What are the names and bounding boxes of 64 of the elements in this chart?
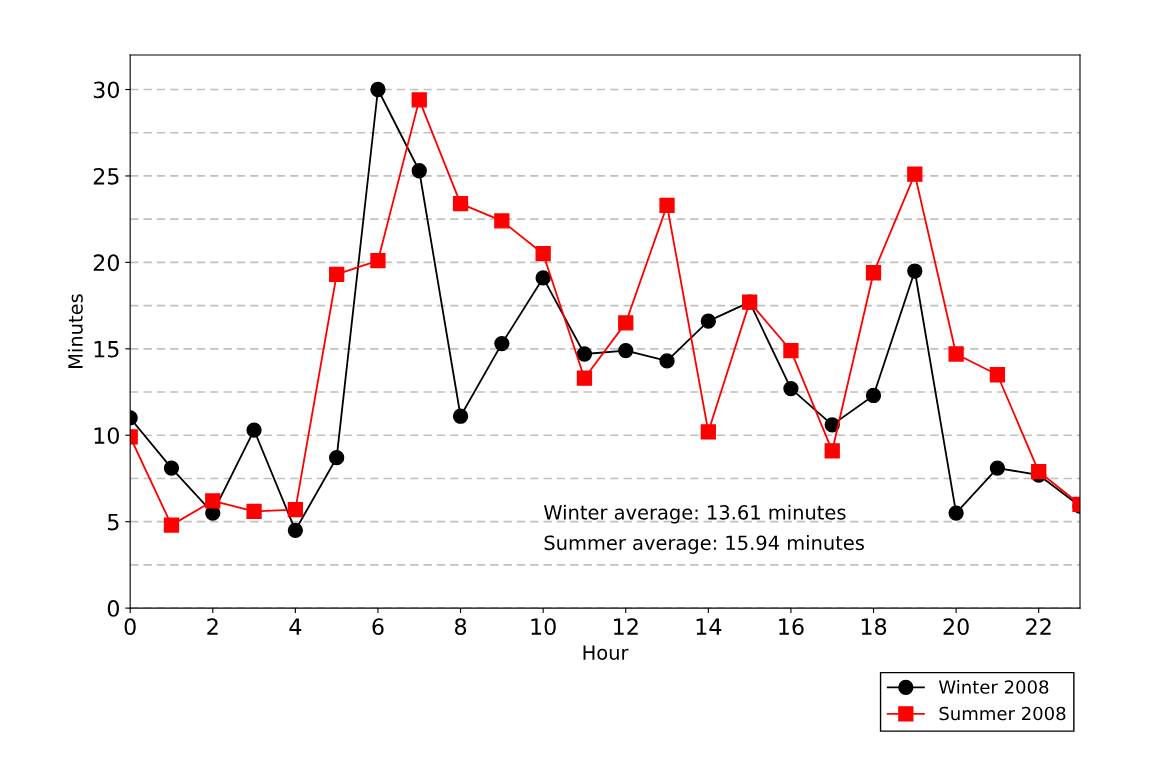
point (700, 424, 716, 440)
point (452, 408, 469, 424)
x-tick-label: 8 (454, 618, 467, 636)
annotation: Summer average: 15.94 minutes (544, 535, 864, 554)
y-tick-label: 0 (107, 600, 119, 617)
point (329, 450, 345, 466)
point (659, 197, 675, 213)
point (535, 246, 551, 262)
x-tick-label: 12 (614, 618, 638, 635)
y-tick-label: 15 (94, 341, 119, 358)
point (494, 213, 510, 229)
point (824, 443, 840, 459)
x-tick-label: 20 (943, 618, 969, 636)
x-tick-label: 10 (531, 618, 556, 636)
point (246, 503, 262, 519)
x-tick-label: 18 (861, 618, 887, 636)
annotation: Winter average: 13.61 minutes (544, 504, 846, 524)
point (576, 370, 593, 386)
x-tick-label: 2 (207, 618, 218, 635)
point (287, 501, 304, 518)
point (370, 253, 386, 269)
x-tick-label: 4 (289, 618, 302, 635)
point (907, 263, 923, 279)
point (329, 266, 345, 283)
y-tick-label: 20 (93, 254, 119, 272)
x-tick-label: 0 (124, 618, 136, 636)
point (163, 517, 180, 533)
point (576, 346, 593, 362)
point (948, 346, 964, 362)
x-tick-label: 22 (1026, 618, 1051, 635)
point (246, 422, 262, 438)
point (659, 353, 675, 369)
point (1031, 463, 1047, 480)
x-axis-title: Hour (583, 645, 629, 660)
point (783, 342, 799, 359)
point (618, 315, 634, 331)
y-tick-label: 10 (94, 427, 119, 444)
point (411, 163, 427, 179)
point (370, 81, 386, 98)
point (494, 335, 510, 352)
x-tick-label: 6 (372, 618, 384, 636)
point (287, 522, 304, 538)
x-tick-label: 14 (696, 618, 722, 635)
point (865, 265, 882, 281)
x-tick-label: 16 (779, 618, 804, 636)
y-axis-title: Minutes (67, 294, 83, 368)
point (535, 270, 551, 286)
point (783, 380, 799, 397)
y-tick-label: 5 (108, 513, 119, 531)
point (618, 342, 634, 359)
point (163, 460, 180, 476)
point (700, 313, 716, 329)
point (989, 460, 1006, 476)
y-tick-label: 30 (93, 81, 119, 99)
point (948, 505, 964, 521)
point (411, 92, 427, 108)
point (989, 367, 1006, 383)
point (907, 166, 923, 182)
y-tick-label: 25 (93, 167, 119, 185)
legend-label: Winter 2008 (938, 679, 1049, 694)
legend-label: Summer 2008 (939, 706, 1066, 721)
point (205, 493, 221, 509)
point (865, 387, 882, 404)
point (452, 195, 469, 212)
